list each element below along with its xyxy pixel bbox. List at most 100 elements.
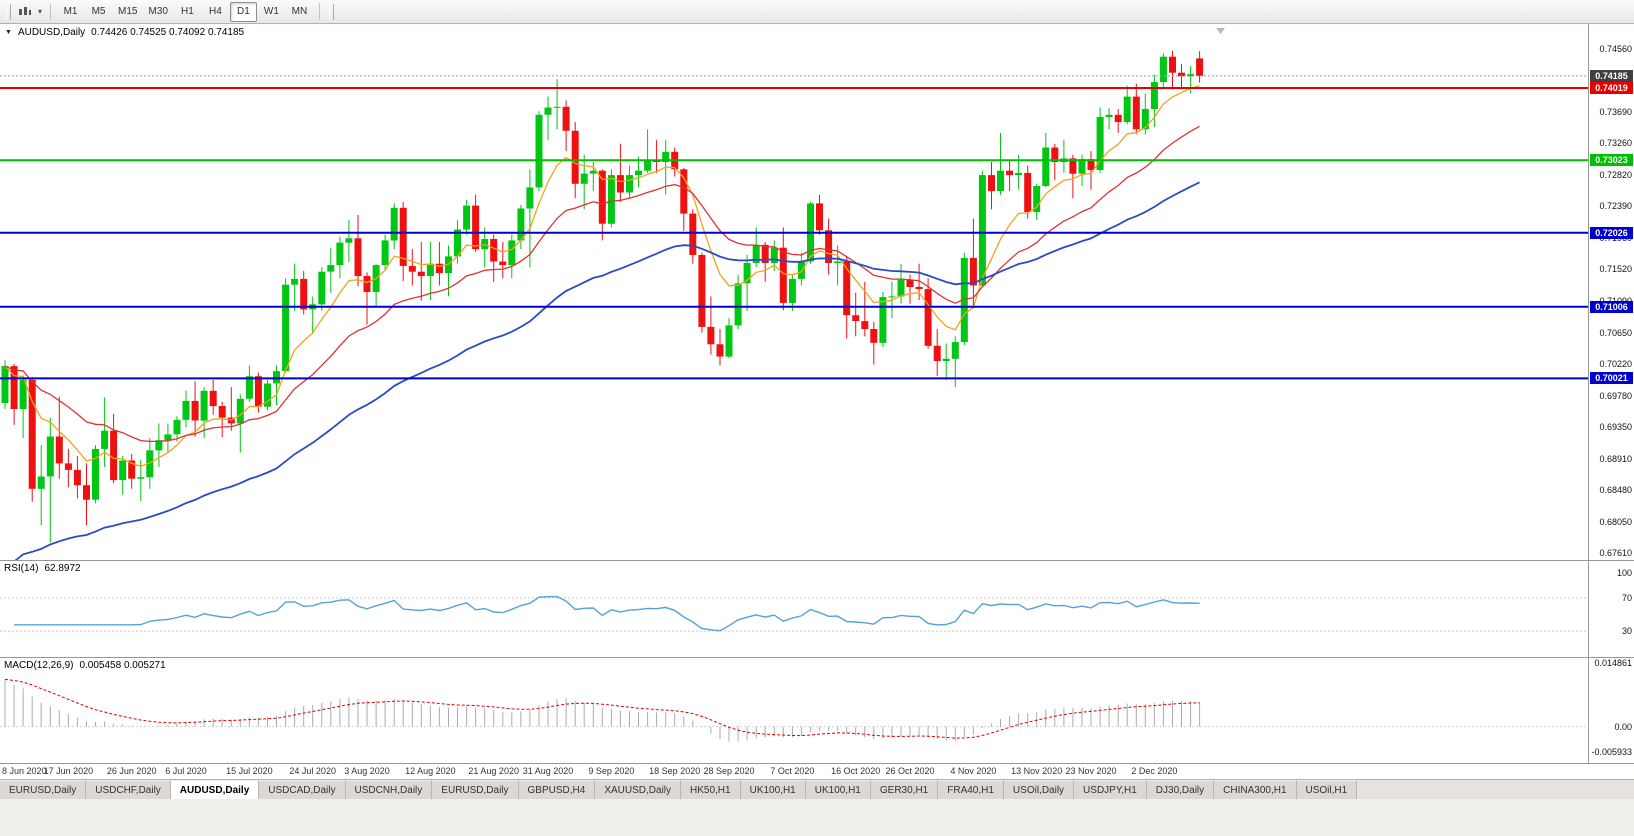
chart-tab-eurusd-daily[interactable]: EURUSD,Daily (432, 780, 519, 799)
price-level-badge: 0.71006 (1590, 300, 1633, 313)
chart-tab-usoil-daily[interactable]: USOil,Daily (1003, 780, 1075, 799)
date-axis-label: 18 Sep 2020 (649, 766, 701, 776)
timeframe-button-w1[interactable]: W1 (258, 2, 285, 22)
timeframe-button-m5[interactable]: M5 (85, 2, 112, 22)
timeframe-button-d1[interactable]: D1 (229, 1, 257, 22)
price-axis-label: 0.73260 (1599, 138, 1632, 149)
chart-tab-uk100-h1[interactable]: UK100,H1 (805, 780, 871, 799)
date-axis-label: 4 Nov 2020 (950, 766, 997, 776)
price-axis-label: 0.68480 (1599, 485, 1632, 496)
price-axis-label: 0.69780 (1599, 390, 1632, 401)
chart-tab-dj30-daily[interactable]: DJ30,Daily (1146, 780, 1215, 799)
chart-tab-usoil-h1[interactable]: USOil,H1 (1296, 780, 1358, 799)
chart-tab-bar: EURUSD,Daily USDCHF,Daily AUDUSD,Daily USDC… (0, 779, 1634, 799)
chart-symbol-label: AUDUSD,Daily (17, 27, 86, 38)
price-axis-label: 0.71090 (1599, 296, 1632, 306)
macd-values: 0.005458 0.005271 (79, 660, 166, 671)
chart-tab-usdchf-daily[interactable]: USDCHF,Daily (86, 780, 171, 799)
chart-tab-eurusd-daily[interactable]: EURUSD,Daily (0, 780, 87, 799)
date-axis-label: 28 Sep 2020 (703, 766, 755, 776)
date-axis-label: 6 Jul 2020 (165, 766, 207, 776)
rsi-axis-label: 70 (1621, 592, 1632, 603)
chart-tab-china300-h1[interactable]: CHINA300,H1 (1214, 780, 1297, 799)
price-level-badge: 0.74019 (1590, 81, 1633, 94)
chart-tab-fra40-h1[interactable]: FRA40,H1 (938, 780, 1004, 799)
rsi-line-chart[interactable] (0, 561, 1588, 657)
chevron-down-icon[interactable]: ▾ (38, 7, 43, 16)
chart-tab-usdcad-daily[interactable]: USDCAD,Daily (259, 780, 346, 799)
toolbar-separator (50, 3, 52, 20)
timeframe-button-h1[interactable]: H1 (174, 2, 201, 22)
price-axis-label: 0.74560 (1599, 43, 1632, 54)
timeframe-button-mn[interactable]: MN (286, 2, 313, 22)
chart-tab-hk50-h1[interactable]: HK50,H1 (681, 780, 741, 799)
toolbar-grip[interactable] (328, 3, 334, 20)
price-axis-label: 0.68050 (1599, 516, 1632, 527)
price-axis-label: 0.73690 (1599, 106, 1632, 117)
timeframe-toolbar: ▾ M1 M5 M15 M30 H1 H4 D1 W1 MN (0, 0, 1634, 24)
macd-axis-label: -0.005933 (1591, 747, 1632, 757)
price-axis-label: 0.72820 (1599, 170, 1632, 181)
rsi-plot[interactable] (0, 561, 1588, 657)
price-axis-label: 0.70650 (1599, 327, 1632, 338)
date-axis-label: 31 Aug 2020 (522, 766, 574, 776)
timeframe-button-h4[interactable]: H4 (202, 2, 229, 22)
rsi-name: RSI(14) (4, 563, 39, 574)
macd-axis-label: 0.00 (1614, 721, 1632, 732)
candlestick-chart[interactable] (0, 24, 1588, 560)
chart-title: ▼ AUDUSD,Daily 0.74426 0.74525 0.74092 0… (5, 27, 244, 38)
chart-tab-gbpusd-h4[interactable]: GBPUSD,H4 (518, 780, 596, 799)
timeframe-button-m15[interactable]: M15 (113, 2, 142, 22)
toolbar-separator (318, 3, 320, 20)
chart-tab-ger30-h1[interactable]: GER30,H1 (870, 780, 939, 799)
date-axis-label: 23 Nov 2020 (1065, 766, 1117, 776)
bid-price-badge: 0.74185 (1590, 69, 1633, 82)
macd-axis[interactable]: 0.014861 0.00 -0.005933 (1588, 658, 1634, 763)
price-level-badge: 0.72026 (1590, 226, 1633, 239)
toolbar-grip[interactable] (6, 3, 11, 20)
chart-tab-usdcnh-daily[interactable]: USDCNH,Daily (345, 780, 433, 799)
date-axis-label: 17 Jun 2020 (43, 766, 94, 776)
chart-tab-xauusd-daily[interactable]: XAUUSD,Daily (595, 780, 682, 799)
price-axis[interactable]: 0.745600.736900.732600.728200.723900.719… (1588, 24, 1634, 560)
date-axis-label: 12 Aug 2020 (405, 766, 456, 776)
date-axis-label: 24 Jul 2020 (289, 766, 336, 776)
rsi-panel[interactable]: RSI(14) 62.8972 100 70 30 (0, 560, 1634, 657)
rsi-indicator-label: RSI(14) 62.8972 (4, 563, 81, 574)
rsi-axis[interactable]: 100 70 30 (1588, 561, 1634, 657)
chart-tab-usdjpy-h1[interactable]: USDJPY,H1 (1074, 780, 1147, 799)
macd-histogram-chart[interactable] (0, 658, 1588, 763)
collapse-arrow-icon[interactable]: ▼ (5, 29, 12, 36)
rsi-axis-label: 100 (1616, 568, 1632, 578)
price-axis-label: 0.67610 (1599, 548, 1632, 559)
date-axis-label: 26 Oct 2020 (885, 766, 935, 776)
bottom-filler (0, 799, 1634, 836)
main-chart-plot[interactable] (0, 24, 1588, 560)
macd-indicator-label: MACD(12,26,9) 0.005458 0.005271 (4, 660, 166, 671)
time-axis[interactable]: 8 Jun 2020 17 Jun 2020 26 Jun 2020 6 Jul 20… (0, 763, 1634, 779)
chart-tab-audusd-daily[interactable]: AUDUSD,Daily (170, 780, 260, 799)
timeframe-button-m30[interactable]: M30 (143, 2, 172, 22)
chart-ohlc-values: 0.74426 0.74525 0.74092 0.74185 (91, 27, 245, 38)
date-axis-label: 3 Aug 2020 (344, 766, 390, 776)
timeframe-button-m1[interactable]: M1 (57, 2, 84, 22)
candlestick-chart-icon[interactable] (16, 5, 34, 19)
date-axis-label: 7 Oct 2020 (770, 766, 815, 776)
rsi-axis-label: 30 (1621, 626, 1632, 637)
date-axis-label: 13 Nov 2020 (1011, 766, 1063, 776)
timeframe-buttons: M1 M5 M15 M30 H1 H4 D1 W1 MN (57, 1, 313, 22)
date-axis-label: 16 Oct 2020 (831, 766, 881, 776)
candlestick-chart-icon-glyph (19, 6, 31, 15)
main-chart-panel[interactable]: ▼ AUDUSD,Daily 0.74426 0.74525 0.74092 0… (0, 24, 1634, 560)
date-axis-label: 21 Aug 2020 (468, 766, 519, 776)
macd-plot[interactable] (0, 658, 1588, 763)
chart-tab-uk100-h1[interactable]: UK100,H1 (740, 780, 806, 799)
price-axis-label: 0.68910 (1599, 454, 1632, 465)
date-axis-label: 9 Sep 2020 (588, 766, 635, 776)
macd-panel[interactable]: MACD(12,26,9) 0.005458 0.005271 0.014861… (0, 657, 1634, 763)
price-axis-label: 0.70220 (1599, 358, 1632, 369)
macd-axis-label: 0.014861 (1594, 658, 1632, 668)
price-axis-label: 0.71520 (1599, 264, 1632, 275)
date-axis-label: 8 Jun 2020 (2, 766, 47, 776)
rsi-value: 62.8972 (44, 563, 81, 574)
